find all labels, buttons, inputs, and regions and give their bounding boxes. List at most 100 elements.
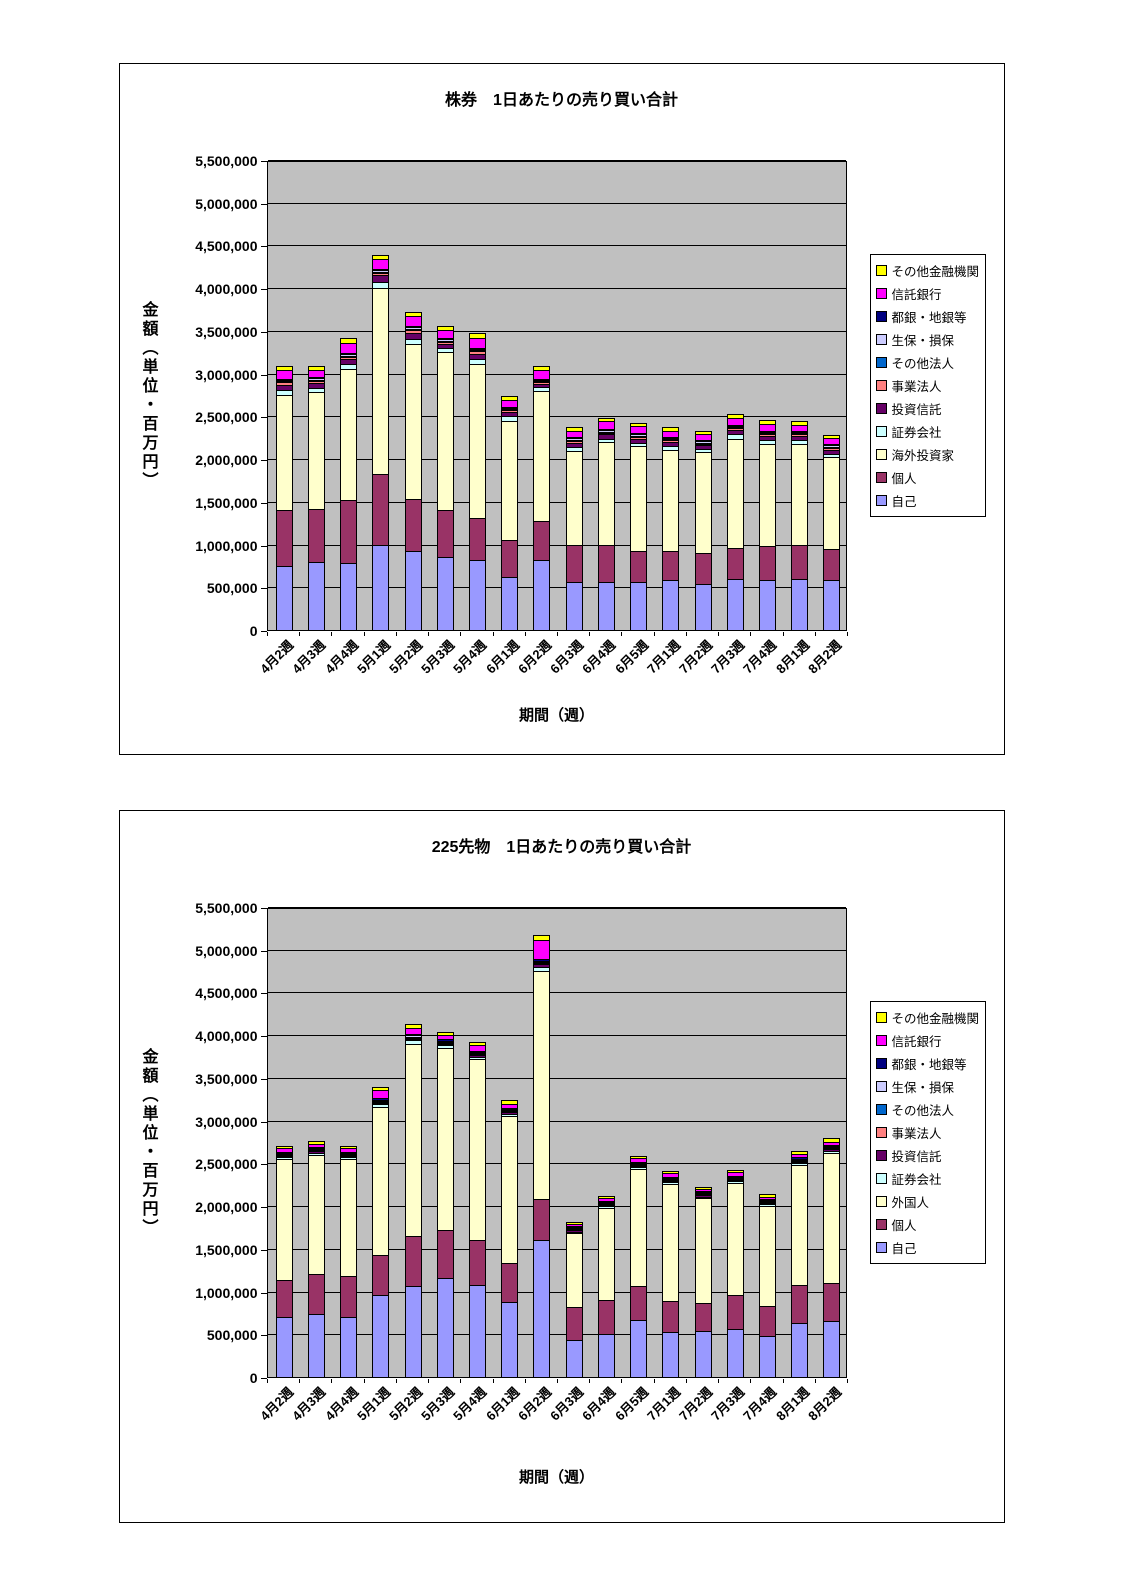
bar-segment [372,270,388,272]
bar-segment [662,1178,678,1180]
bar-segment [469,1045,485,1051]
bar-segment [662,1176,678,1178]
bar-segment [533,520,549,560]
stacked-bar [629,422,647,630]
y-tick-mark [260,1079,267,1080]
bar-segment [372,1098,388,1100]
bar-segment [405,338,421,344]
bar-segment [791,544,807,579]
bar-segment [308,1154,324,1275]
x-tick-mark [298,1379,300,1383]
bar-segment [276,1152,292,1154]
bar-segment [405,1025,421,1028]
x-tick-label: 5月1週 [354,637,394,677]
legend-label: 自己 [891,1242,917,1256]
legend-swatch [875,472,887,483]
y-tick-label: 5,000,000 [195,943,258,959]
bar-segment [308,1150,324,1152]
legend-item: 海外投資家 [875,443,980,466]
bar-segment [566,1340,582,1377]
gridline [267,245,846,246]
bar-segment [662,430,678,437]
bar-segment [437,1277,453,1377]
chart-title: 225先物 1日あたりの売り買い合計 [431,839,692,856]
x-tick-label: 5月2週 [386,1384,426,1424]
legend-label: 信託銀行 [891,1035,942,1049]
x-tick-label: 5月1週 [354,1384,394,1424]
bar-segment [598,434,614,439]
x-tick-mark [685,1379,687,1383]
bar-segment [759,440,775,444]
bar-segment [662,550,678,581]
bar-segment [372,258,388,270]
y-tick-mark [260,1335,267,1336]
bar-segment [340,1159,356,1277]
x-tick-label: 6月3週 [547,637,587,677]
bar-segment [598,442,614,545]
bar-segment [791,436,807,441]
legend: その他金融機関 信託銀行 都銀・地銀等 生保・損保 その他法人 事業法人 投資信託 証券会社外… [869,1001,987,1264]
y-tick-label: 2,500,000 [195,409,258,425]
bar-segment [533,939,549,960]
bar-segment [598,438,614,443]
bar-segment [791,1162,807,1166]
bar-segment [533,961,549,963]
bar-segment [437,1043,453,1046]
y-tick-mark [260,503,267,504]
bar-segment [566,447,582,451]
bar-segment [791,1323,807,1377]
bar-segment [759,1202,775,1204]
y-tick-label: 1,500,000 [195,495,258,511]
bar-segment [662,440,678,443]
bar-segment [695,448,711,453]
bar-segment [630,438,646,443]
bar-segment [566,438,582,441]
bar-segment [308,561,324,630]
plot-area [266,907,847,1378]
bar-segment [695,1188,711,1192]
bar-segment [372,1294,388,1377]
bar-segment [695,440,711,442]
bar-segment [308,376,324,378]
bar-segment [469,1051,485,1053]
bar-segment [533,387,549,391]
y-tick-label: 4,500,000 [195,238,258,254]
y-tick-label: 5,500,000 [195,900,258,916]
bar-segment [823,1141,839,1145]
bar-segment [695,441,711,443]
stacked-bar [661,1170,679,1377]
x-tick-label: 6月3週 [547,1384,587,1424]
bar-segment [727,1172,743,1176]
bar-segment [469,354,485,360]
x-tick-mark [653,632,655,636]
bar-segment [437,341,453,343]
bar-segment [598,1207,614,1301]
stacked-bar [532,935,550,1377]
bar-segment [759,1335,775,1377]
bar-segment [566,1233,582,1307]
bar-segment [469,559,485,630]
legend-item: 個人 [875,466,980,489]
bar-segment [372,1254,388,1295]
bar-segment [340,563,356,630]
bar-segment [469,1050,485,1052]
legend-swatch [875,1058,887,1069]
bar-segment [372,282,388,289]
x-tick-mark [588,1379,590,1383]
bar-segment [598,1203,614,1205]
bar-segment [598,421,614,429]
x-tick-mark [492,1379,494,1383]
bar-segment [727,1329,743,1377]
bar-segment [695,1194,711,1196]
bar-segment [405,332,421,339]
x-tick-mark [620,1379,622,1383]
y-tick-label: 4,000,000 [195,1028,258,1044]
y-tick-mark [260,1207,267,1208]
gridline [267,950,846,951]
x-tick-mark [298,632,300,636]
x-tick-label: 8月2週 [805,1384,845,1424]
bar-segment [791,578,807,630]
bar-segment [662,428,678,431]
bar-segment [727,1181,743,1184]
legend-label: 海外投資家 [891,449,955,463]
